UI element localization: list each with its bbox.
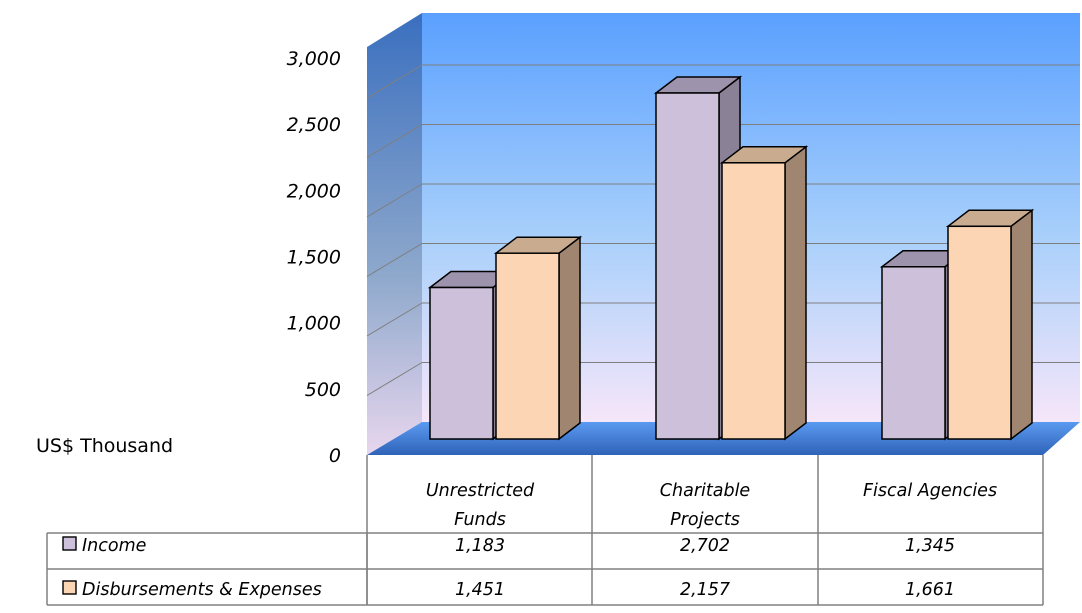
table-value: 1,345 xyxy=(905,536,955,556)
bar-disbursements-0 xyxy=(493,235,583,441)
y-tick-label: 3,000 xyxy=(287,48,341,70)
table-value: 1,183 xyxy=(455,536,505,556)
bar-disbursements-2 xyxy=(945,208,1035,441)
bar-front xyxy=(429,286,494,440)
y-tick-label: 1,000 xyxy=(287,313,341,335)
category-label: Charitable xyxy=(660,481,750,501)
table-value: 2,157 xyxy=(680,580,730,600)
bars xyxy=(427,75,1035,441)
bar-front xyxy=(881,266,946,440)
y-tick-label: 0 xyxy=(329,445,341,467)
data-table: Unrestricted Funds Charitable Projects Fisca… xyxy=(46,455,1044,606)
category-label: Funds xyxy=(454,510,506,530)
legend-swatch xyxy=(62,536,77,551)
bar-side xyxy=(1010,208,1033,441)
bar-income-0 xyxy=(427,269,517,441)
y-tick-label: 500 xyxy=(305,379,341,401)
bar-side xyxy=(558,235,581,441)
legend-label: Income xyxy=(82,536,146,556)
bar-disbursements-1 xyxy=(719,145,809,441)
bar-front xyxy=(495,252,560,440)
table-value: 1,661 xyxy=(905,580,955,600)
legend-label: Disbursements & Expenses xyxy=(82,580,322,600)
legend-swatch xyxy=(62,580,77,595)
y-tick-label: 2,500 xyxy=(287,114,341,136)
gridline xyxy=(366,124,1080,158)
table-value: 2,702 xyxy=(680,536,730,556)
category-label: Fiscal Agencies xyxy=(863,481,997,501)
bar-front xyxy=(947,225,1012,440)
left-side-wall xyxy=(367,13,422,455)
y-axis-label: US$ Thousand xyxy=(36,435,173,457)
bar-front xyxy=(655,92,720,440)
bar-front xyxy=(721,162,786,440)
category-label: Unrestricted xyxy=(426,481,535,501)
bar-side xyxy=(784,145,807,441)
y-tick-label: 2,000 xyxy=(287,180,341,202)
y-axis-ticks: 0 500 1,000 1,500 2,000 2,500 3,000 xyxy=(287,48,341,467)
y-tick-label: 1,500 xyxy=(287,247,341,269)
category-label: Projects xyxy=(670,510,740,530)
table-value: 1,451 xyxy=(455,580,505,600)
gridline xyxy=(366,64,1080,99)
